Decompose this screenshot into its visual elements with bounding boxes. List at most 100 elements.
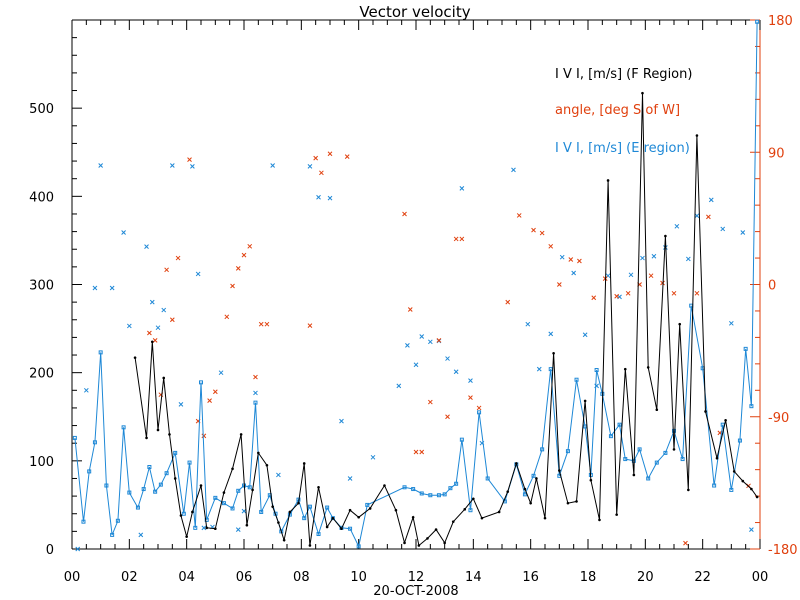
angle-point bbox=[407, 307, 413, 312]
f-region-point bbox=[506, 490, 510, 493]
x-axis: 00 02 04 06 08 10 12 14 16 18 20 22 00 bbox=[64, 20, 768, 585]
e-region-point bbox=[259, 509, 264, 514]
e-region-point bbox=[419, 491, 424, 496]
angle-point bbox=[235, 265, 241, 271]
e-region-point bbox=[181, 511, 186, 516]
e-region-point bbox=[712, 483, 717, 488]
f-region-point bbox=[179, 514, 183, 517]
angle-point bbox=[313, 155, 319, 161]
e-region-x-marker bbox=[445, 356, 450, 361]
x-tick-label: 02 bbox=[121, 570, 138, 585]
angle-point bbox=[591, 295, 597, 301]
e-region-point bbox=[617, 422, 622, 427]
f-region-point bbox=[678, 322, 682, 326]
e-region-x-marker bbox=[405, 342, 410, 348]
e-region-point bbox=[594, 368, 599, 373]
e-region-point bbox=[755, 19, 760, 24]
f-region-point bbox=[451, 520, 455, 523]
e-region-point bbox=[623, 457, 628, 462]
e-region-x-marker bbox=[548, 331, 554, 337]
f-region-point bbox=[724, 418, 727, 422]
e-region-point bbox=[81, 519, 86, 524]
x-tick-label: 20 bbox=[637, 570, 654, 585]
angle-point bbox=[230, 283, 235, 289]
angle-point bbox=[539, 230, 545, 236]
angle-point bbox=[453, 236, 459, 242]
f-region-point bbox=[394, 508, 398, 512]
e-region-point bbox=[365, 502, 370, 507]
f-region-point bbox=[156, 428, 160, 432]
e-region-x-marker bbox=[83, 387, 89, 393]
angle-point bbox=[152, 337, 158, 343]
e-region-x-marker bbox=[190, 164, 195, 169]
f-region-point bbox=[615, 513, 618, 516]
e-region-x-marker bbox=[628, 272, 634, 278]
chart-title: Vector velocity bbox=[359, 3, 470, 21]
e-region-point bbox=[199, 380, 203, 385]
e-region-point bbox=[540, 447, 545, 452]
e-region-point bbox=[454, 481, 459, 486]
e-region-x-marker bbox=[92, 285, 98, 291]
angle-point bbox=[516, 213, 522, 218]
e-region-point bbox=[92, 440, 97, 445]
x-tick-label: 12 bbox=[408, 570, 425, 585]
angle-point bbox=[694, 290, 700, 296]
angle-point bbox=[468, 395, 473, 401]
e-region-point bbox=[253, 400, 258, 405]
f-region-point bbox=[340, 527, 343, 531]
angle-point bbox=[419, 449, 425, 455]
e-region-point bbox=[737, 438, 742, 443]
angle-point bbox=[476, 405, 482, 411]
e-region-point bbox=[236, 488, 241, 493]
e-region-x-marker bbox=[728, 320, 734, 326]
f-region-point bbox=[348, 508, 352, 512]
f-region-point bbox=[443, 541, 446, 545]
angle-point bbox=[147, 330, 152, 336]
x-tick-label: 16 bbox=[522, 570, 539, 585]
y2-tick-label: 0 bbox=[768, 279, 776, 294]
y2-tick-label: -180 bbox=[768, 543, 798, 558]
angle-point bbox=[207, 398, 212, 403]
y-tick-label: 100 bbox=[29, 455, 54, 470]
angle-point bbox=[625, 290, 631, 296]
f-region-point bbox=[543, 516, 547, 520]
e-region-point bbox=[442, 492, 447, 497]
y2-tick-label: 180 bbox=[768, 14, 793, 29]
f-region-point bbox=[672, 448, 676, 451]
f-region-point bbox=[265, 463, 269, 467]
e-region-x-marker bbox=[235, 527, 241, 532]
angle-point bbox=[344, 154, 350, 160]
f-region-point bbox=[515, 462, 518, 465]
f-region-point bbox=[523, 487, 527, 491]
e-region-point bbox=[158, 482, 163, 487]
f-region-point bbox=[732, 470, 736, 473]
angle-point bbox=[327, 151, 333, 157]
f-region-point bbox=[741, 479, 745, 483]
angle-point bbox=[413, 449, 419, 455]
f-region-line bbox=[134, 93, 758, 547]
e-region-point bbox=[749, 404, 754, 409]
e-region-point bbox=[680, 457, 685, 462]
f-region-point bbox=[245, 523, 249, 527]
f-region-point bbox=[750, 487, 753, 491]
e-region-x-marker bbox=[253, 390, 258, 396]
e-region-point bbox=[316, 532, 321, 537]
f-region-point bbox=[271, 505, 274, 508]
x-tick-label: 04 bbox=[178, 570, 195, 585]
angle-point bbox=[247, 243, 253, 249]
angle-point bbox=[241, 252, 247, 258]
e-region-point bbox=[153, 489, 158, 494]
angle-point bbox=[614, 293, 620, 299]
e-region-point bbox=[325, 505, 330, 510]
angle-point bbox=[187, 157, 192, 162]
e-region-point bbox=[213, 495, 218, 500]
angle-point bbox=[212, 389, 218, 395]
e-region-x-marker bbox=[155, 325, 161, 331]
e-region-point bbox=[565, 449, 570, 454]
angle-point bbox=[683, 540, 688, 546]
e-region-x-marker bbox=[241, 508, 247, 514]
e-region-x-marker bbox=[419, 334, 425, 339]
e-region-point bbox=[221, 501, 226, 506]
e-region-point bbox=[436, 493, 441, 498]
e-region-x-marker bbox=[740, 230, 746, 235]
